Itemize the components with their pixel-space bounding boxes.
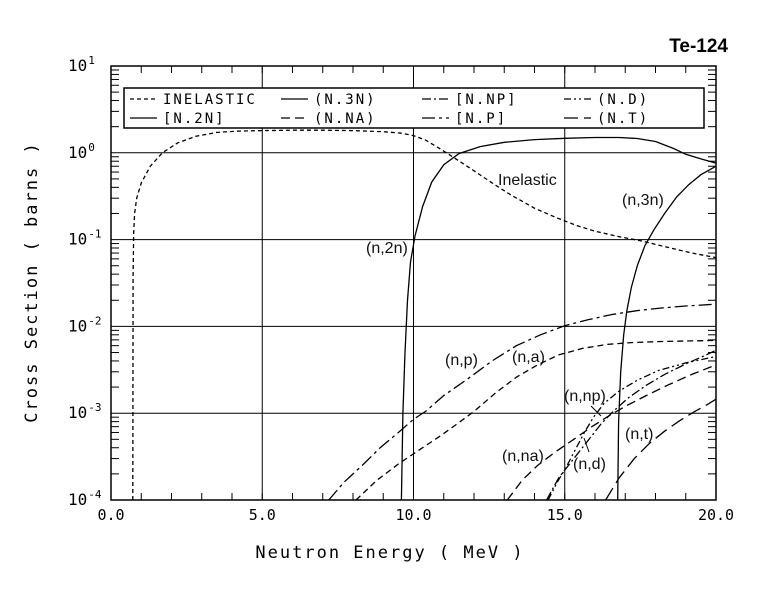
- y-tick-label: 10-2: [68, 314, 102, 335]
- curve-n2n: [400, 136, 717, 501]
- legend-label-nnp: [N.NP]: [455, 92, 518, 108]
- curve-label-n3n: (n,3n): [622, 192, 664, 209]
- curve-label-n2n: (n,2n): [366, 240, 408, 257]
- legend-label-n2n: [N.2N]: [163, 111, 226, 127]
- curve-label-np: (n,p): [445, 352, 478, 369]
- y-tick-label: 10-1: [68, 228, 102, 249]
- annotation-pointers: [583, 405, 602, 453]
- curve-inelastic: [132, 129, 717, 501]
- curve-nt: [605, 398, 717, 501]
- x-axis-label: Neutron Energy ( MeV ): [255, 543, 525, 563]
- legend: INELASTIC (N.3N) [N.NP] (N.D) [N.2N] (N.NA) [N…: [123, 87, 705, 129]
- y-tick-label: 100: [68, 141, 95, 162]
- x-tick-label: 5.0: [249, 506, 276, 524]
- curve-label-na: (n,a): [512, 349, 545, 366]
- curve-nd: [547, 355, 717, 501]
- curve-n3n: [617, 165, 717, 501]
- tick-labels: 0.0 5.0 10.0 15.0 20.0 101 100 10-1 10-2 10-3 10-4: [68, 54, 734, 524]
- legend-label-nna: (N.NA): [314, 111, 377, 127]
- curves: [132, 129, 717, 501]
- curve-label-nt: (n,t): [625, 426, 654, 443]
- curve-np: [328, 303, 717, 501]
- legend-label-n3n: (N.3N): [314, 92, 377, 108]
- legend-label-np: [N.P]: [455, 111, 507, 127]
- legend-label-nt: (N.T): [597, 111, 649, 127]
- curve-label-nnp: (n,np): [564, 388, 606, 405]
- y-tick-label: 101: [68, 54, 95, 75]
- x-tick-label: 10.0: [395, 506, 431, 524]
- curve-label-nna: (n,na): [502, 448, 544, 465]
- legend-label-nd: (N.D): [597, 92, 649, 108]
- curve-nnp: [546, 349, 717, 501]
- y-tick-label: 10-3: [68, 401, 102, 422]
- curve-nna: [506, 364, 717, 501]
- curve-na: [355, 339, 717, 501]
- chart-title: Te-124: [669, 36, 728, 57]
- x-tick-label: 0.0: [97, 506, 124, 524]
- y-tick-label: 10-4: [68, 488, 102, 509]
- x-tick-label: 15.0: [547, 506, 583, 524]
- curve-label-nd: (n,d): [573, 456, 606, 473]
- curve-label-inelastic: Inelastic: [498, 172, 557, 189]
- legend-label-inelastic: INELASTIC: [163, 92, 257, 108]
- axis-ticks: [111, 66, 716, 500]
- x-tick-label: 20.0: [698, 506, 734, 524]
- y-axis-label: Cross Section ( barns ): [22, 141, 42, 423]
